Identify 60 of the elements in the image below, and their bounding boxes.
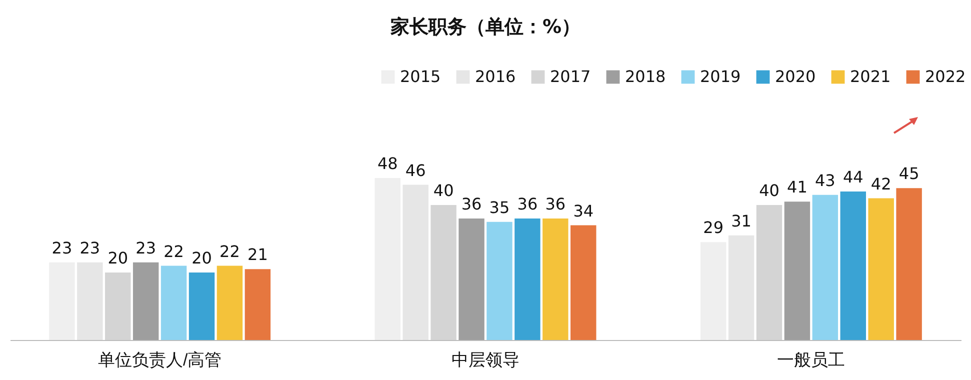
bar — [896, 188, 922, 340]
data-label: 43 — [814, 170, 836, 190]
legend-label: 2022 — [925, 67, 966, 86]
data-label: 34 — [573, 201, 594, 220]
bar — [840, 192, 866, 340]
data-label: 36 — [517, 194, 538, 214]
data-label: 23 — [80, 238, 100, 258]
bar — [700, 242, 726, 340]
data-label: 21 — [248, 245, 268, 264]
bar — [542, 218, 568, 340]
bar — [728, 235, 754, 340]
data-label: 23 — [52, 238, 72, 258]
data-label: 36 — [461, 194, 482, 214]
data-label: 35 — [489, 198, 510, 217]
data-label: 20 — [192, 248, 212, 268]
bar — [756, 205, 782, 340]
x-tick-label: 一般员工 — [777, 350, 846, 370]
x-tick-label: 单位负责人/高管 — [98, 350, 222, 370]
bar — [49, 262, 75, 340]
bar — [244, 269, 271, 340]
data-label: 20 — [108, 248, 128, 268]
data-label: 31 — [731, 211, 752, 230]
bar — [458, 218, 484, 340]
bar — [402, 184, 428, 340]
bar — [812, 194, 838, 340]
legend-label: 2016 — [475, 67, 516, 86]
data-label: 40 — [433, 181, 454, 200]
bar — [77, 262, 103, 340]
data-label: 40 — [759, 181, 780, 200]
x-tick-label: 中层领导 — [452, 350, 520, 370]
bar — [570, 225, 596, 340]
bar — [430, 205, 456, 340]
bar — [188, 272, 215, 340]
bar — [132, 262, 159, 340]
bar — [216, 266, 243, 340]
data-label: 22 — [164, 242, 184, 261]
bar — [784, 202, 810, 340]
data-label: 22 — [220, 242, 240, 261]
legend-label: 2020 — [775, 67, 816, 86]
data-label: 41 — [787, 178, 808, 197]
legend-label: 2017 — [550, 67, 591, 86]
data-label: 36 — [545, 194, 566, 214]
data-label: 29 — [703, 218, 724, 238]
data-label: 23 — [136, 238, 156, 258]
data-label: 48 — [377, 154, 398, 173]
bar — [514, 218, 540, 340]
chart-title: 家长职务（单位：%） — [389, 16, 581, 38]
bar — [868, 198, 894, 340]
data-label: 46 — [405, 160, 426, 180]
data-label: 45 — [898, 164, 920, 184]
legend-label: 2019 — [700, 67, 741, 86]
data-label: 44 — [842, 168, 864, 186]
bar — [486, 222, 512, 340]
legend-label: 2018 — [625, 67, 666, 86]
bar — [160, 266, 187, 340]
bar — [105, 272, 131, 340]
data-label: 42 — [870, 174, 892, 194]
bar — [374, 178, 400, 340]
legend-label: 2021 — [850, 67, 891, 86]
legend-label: 2015 — [400, 67, 441, 86]
